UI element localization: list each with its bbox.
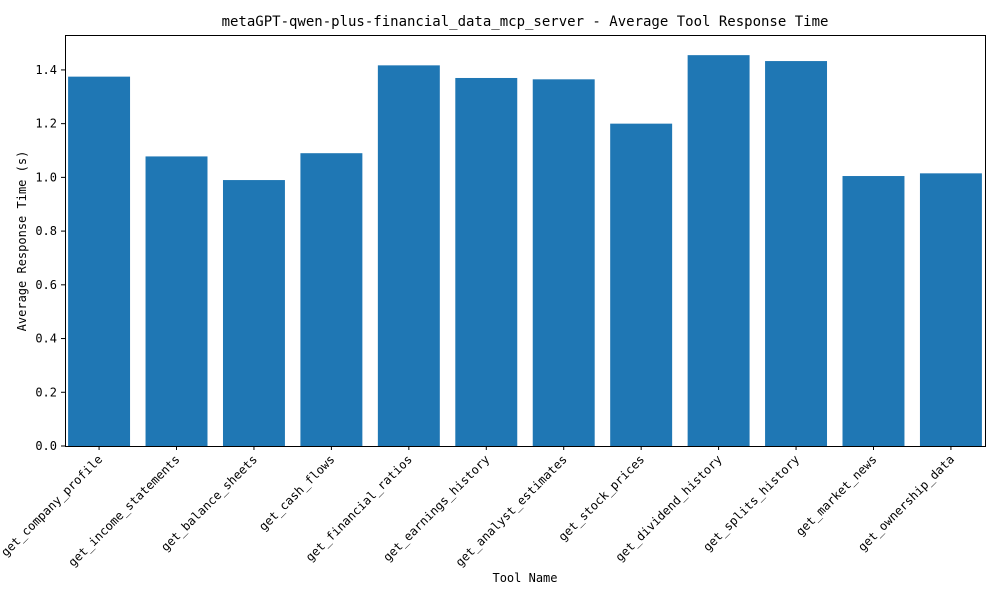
y-tick-label: 0.6 — [35, 278, 57, 292]
bar-get-stock-prices — [610, 123, 673, 447]
y-axis-label: Average Response Time (s) — [15, 151, 29, 332]
bar-get-balance-sheets — [222, 180, 285, 446]
chart-title: metaGPT-qwen-plus-financial_data_mcp_ser… — [222, 14, 829, 30]
bar-get-cash-flows — [300, 153, 363, 446]
bar-get-dividend-history — [687, 55, 750, 447]
x-tick-label: get_stock_prices — [556, 452, 648, 544]
bar-get-financial-ratios — [377, 65, 440, 446]
y-tick-label: 0.0 — [35, 439, 57, 453]
x-axis-ticks: get_company_profileget_income_statements… — [0, 446, 957, 569]
bar-get-company-profile — [68, 76, 131, 446]
y-tick-label: 1.2 — [35, 117, 57, 131]
bar-get-ownership-data — [919, 173, 982, 446]
x-tick-label: get_market_news — [793, 452, 880, 539]
y-tick-label: 1.4 — [35, 63, 57, 77]
bar-get-earnings-history — [455, 77, 518, 446]
y-axis-ticks: 0.0 0.2 0.4 0.6 0.8 1.0 1.2 1.4 — [35, 63, 65, 453]
bar-get-income-statements — [145, 156, 208, 447]
x-tick-label: get_cash_flows — [256, 452, 337, 533]
y-tick-label: 0.2 — [35, 385, 57, 399]
bars-group — [68, 55, 982, 447]
y-tick-label: 0.4 — [35, 332, 57, 346]
bar-get-splits-history — [765, 61, 828, 447]
y-tick-label: 1.0 — [35, 170, 57, 184]
x-axis-label: Tool Name — [492, 571, 557, 585]
bar-get-market-news — [842, 176, 905, 446]
plot-frame — [65, 35, 986, 447]
y-tick-label: 0.8 — [35, 224, 57, 238]
bar-get-analyst-estimates — [532, 79, 595, 446]
